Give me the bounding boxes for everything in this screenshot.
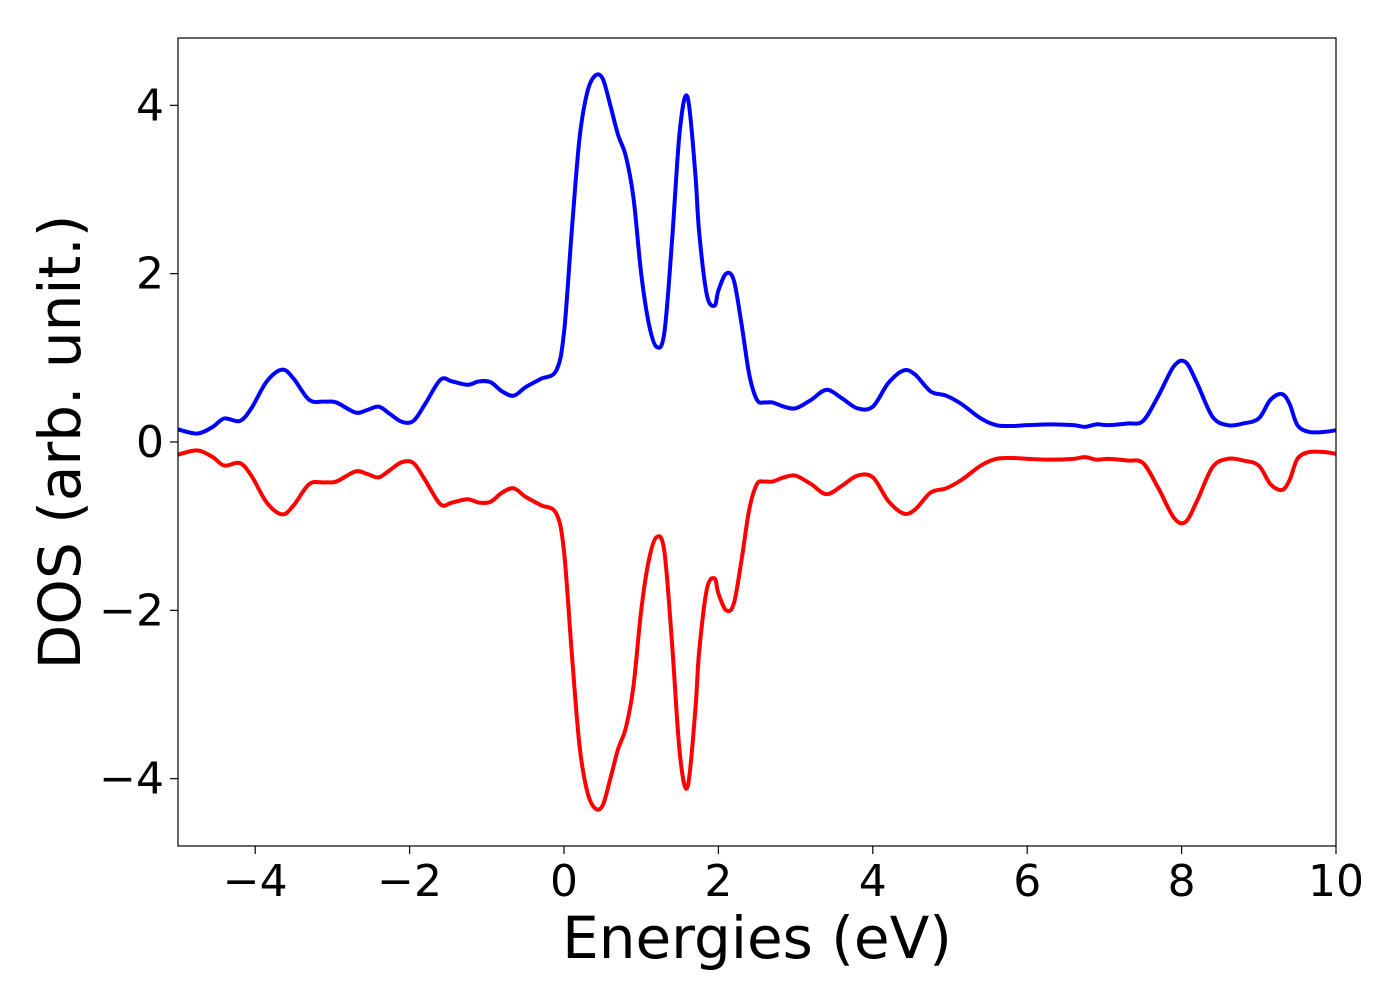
series-line-lower [178,448,1336,812]
y-axis-title: DOS (arb. unit.) [26,215,94,670]
y-axis: −4 −2 0 2 4 [99,80,178,805]
x-tick-label: 8 [1168,856,1196,907]
x-tick-label: −4 [223,856,288,907]
y-tick-label: 4 [136,80,164,131]
y-tick-label: 0 [136,417,164,468]
x-axis: −4 −2 0 2 4 6 8 10 [223,846,1364,907]
series-layer [178,72,1336,812]
x-tick-label: 2 [704,856,732,907]
y-tick-label: 2 [136,249,164,300]
x-tick-label: −2 [377,856,442,907]
x-tick-label: 10 [1308,856,1364,907]
x-tick-label: 6 [1013,856,1041,907]
x-tick-label: 0 [550,856,578,907]
y-tick-label: −2 [99,585,164,636]
x-axis-title: Energies (eV) [562,904,952,972]
x-tick-label: 4 [859,856,887,907]
y-tick-label: −4 [99,754,164,805]
series-line-upper [178,72,1336,436]
